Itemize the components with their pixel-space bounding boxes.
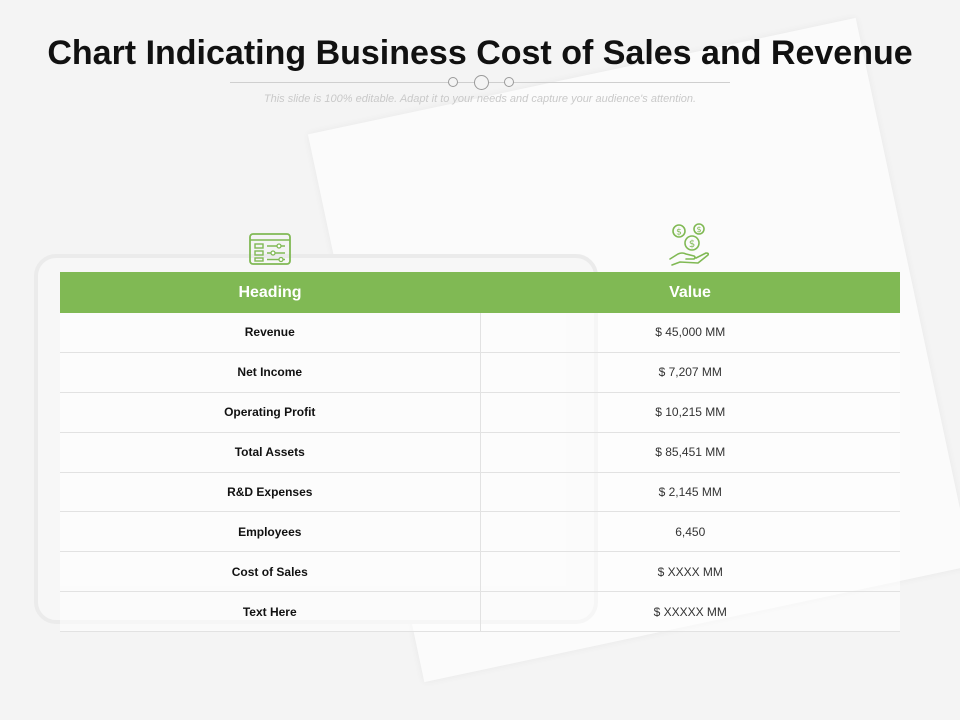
table-row: Text Here $ XXXXX MM	[60, 592, 900, 633]
data-table: Heading Value Revenue $ 45,000 MM Net In…	[60, 272, 900, 633]
divider-ornament	[448, 74, 514, 90]
svg-text:$: $	[689, 239, 695, 250]
row-label: Total Assets	[60, 432, 481, 472]
page-title: Chart Indicating Business Cost of Sales …	[47, 34, 913, 72]
svg-text:$: $	[676, 228, 682, 238]
row-value: $ 2,145 MM	[658, 485, 722, 499]
money-hand-icon: $ $ $	[669, 223, 710, 266]
table-row: Revenue $ 45,000 MM	[60, 313, 900, 353]
table-row: Total Assets $ 85,451 MM	[60, 432, 900, 473]
row-value: $ 10,215 MM	[655, 405, 726, 420]
ornament-dot	[473, 74, 489, 90]
page-subtitle: This slide is 100% editable. Adapt it to…	[263, 93, 697, 105]
row-label: Text Here	[60, 592, 481, 632]
row-value: $ XXXXX MM	[653, 604, 727, 619]
row-label: Net Income	[60, 352, 481, 392]
table-row: Employees 6,450	[60, 512, 900, 553]
row-value: $ XXXX MM	[657, 564, 723, 579]
row-value: 6,450	[675, 524, 706, 539]
table-header: Heading Value	[60, 272, 900, 313]
row-label: Revenue	[60, 313, 481, 352]
table-row: Operating Profit $ 10,215 MM	[60, 392, 900, 433]
table-row: Cost of Sales $ XXXX MM	[60, 552, 900, 593]
ornament-dot	[448, 77, 458, 87]
row-value: $ 45,000 MM	[655, 325, 726, 340]
row-value: $ 7,207 MM	[658, 365, 722, 380]
row-label: R&D Expenses	[60, 472, 481, 512]
row-label: Employees	[60, 512, 481, 552]
row-label: Cost of Sales	[60, 552, 481, 592]
table-row: Net Income $ 7,207 MM	[60, 352, 900, 393]
header-value: Value	[669, 283, 711, 301]
ornament-dot	[504, 77, 514, 87]
row-value: $ 85,451 MM	[655, 445, 726, 460]
list-settings-icon	[249, 233, 291, 265]
svg-text:$: $	[696, 225, 701, 234]
row-label: Operating Profit	[60, 392, 481, 432]
header-heading: Heading	[238, 283, 302, 301]
table-row: R&D Expenses $ 2,145 MM	[60, 472, 900, 513]
